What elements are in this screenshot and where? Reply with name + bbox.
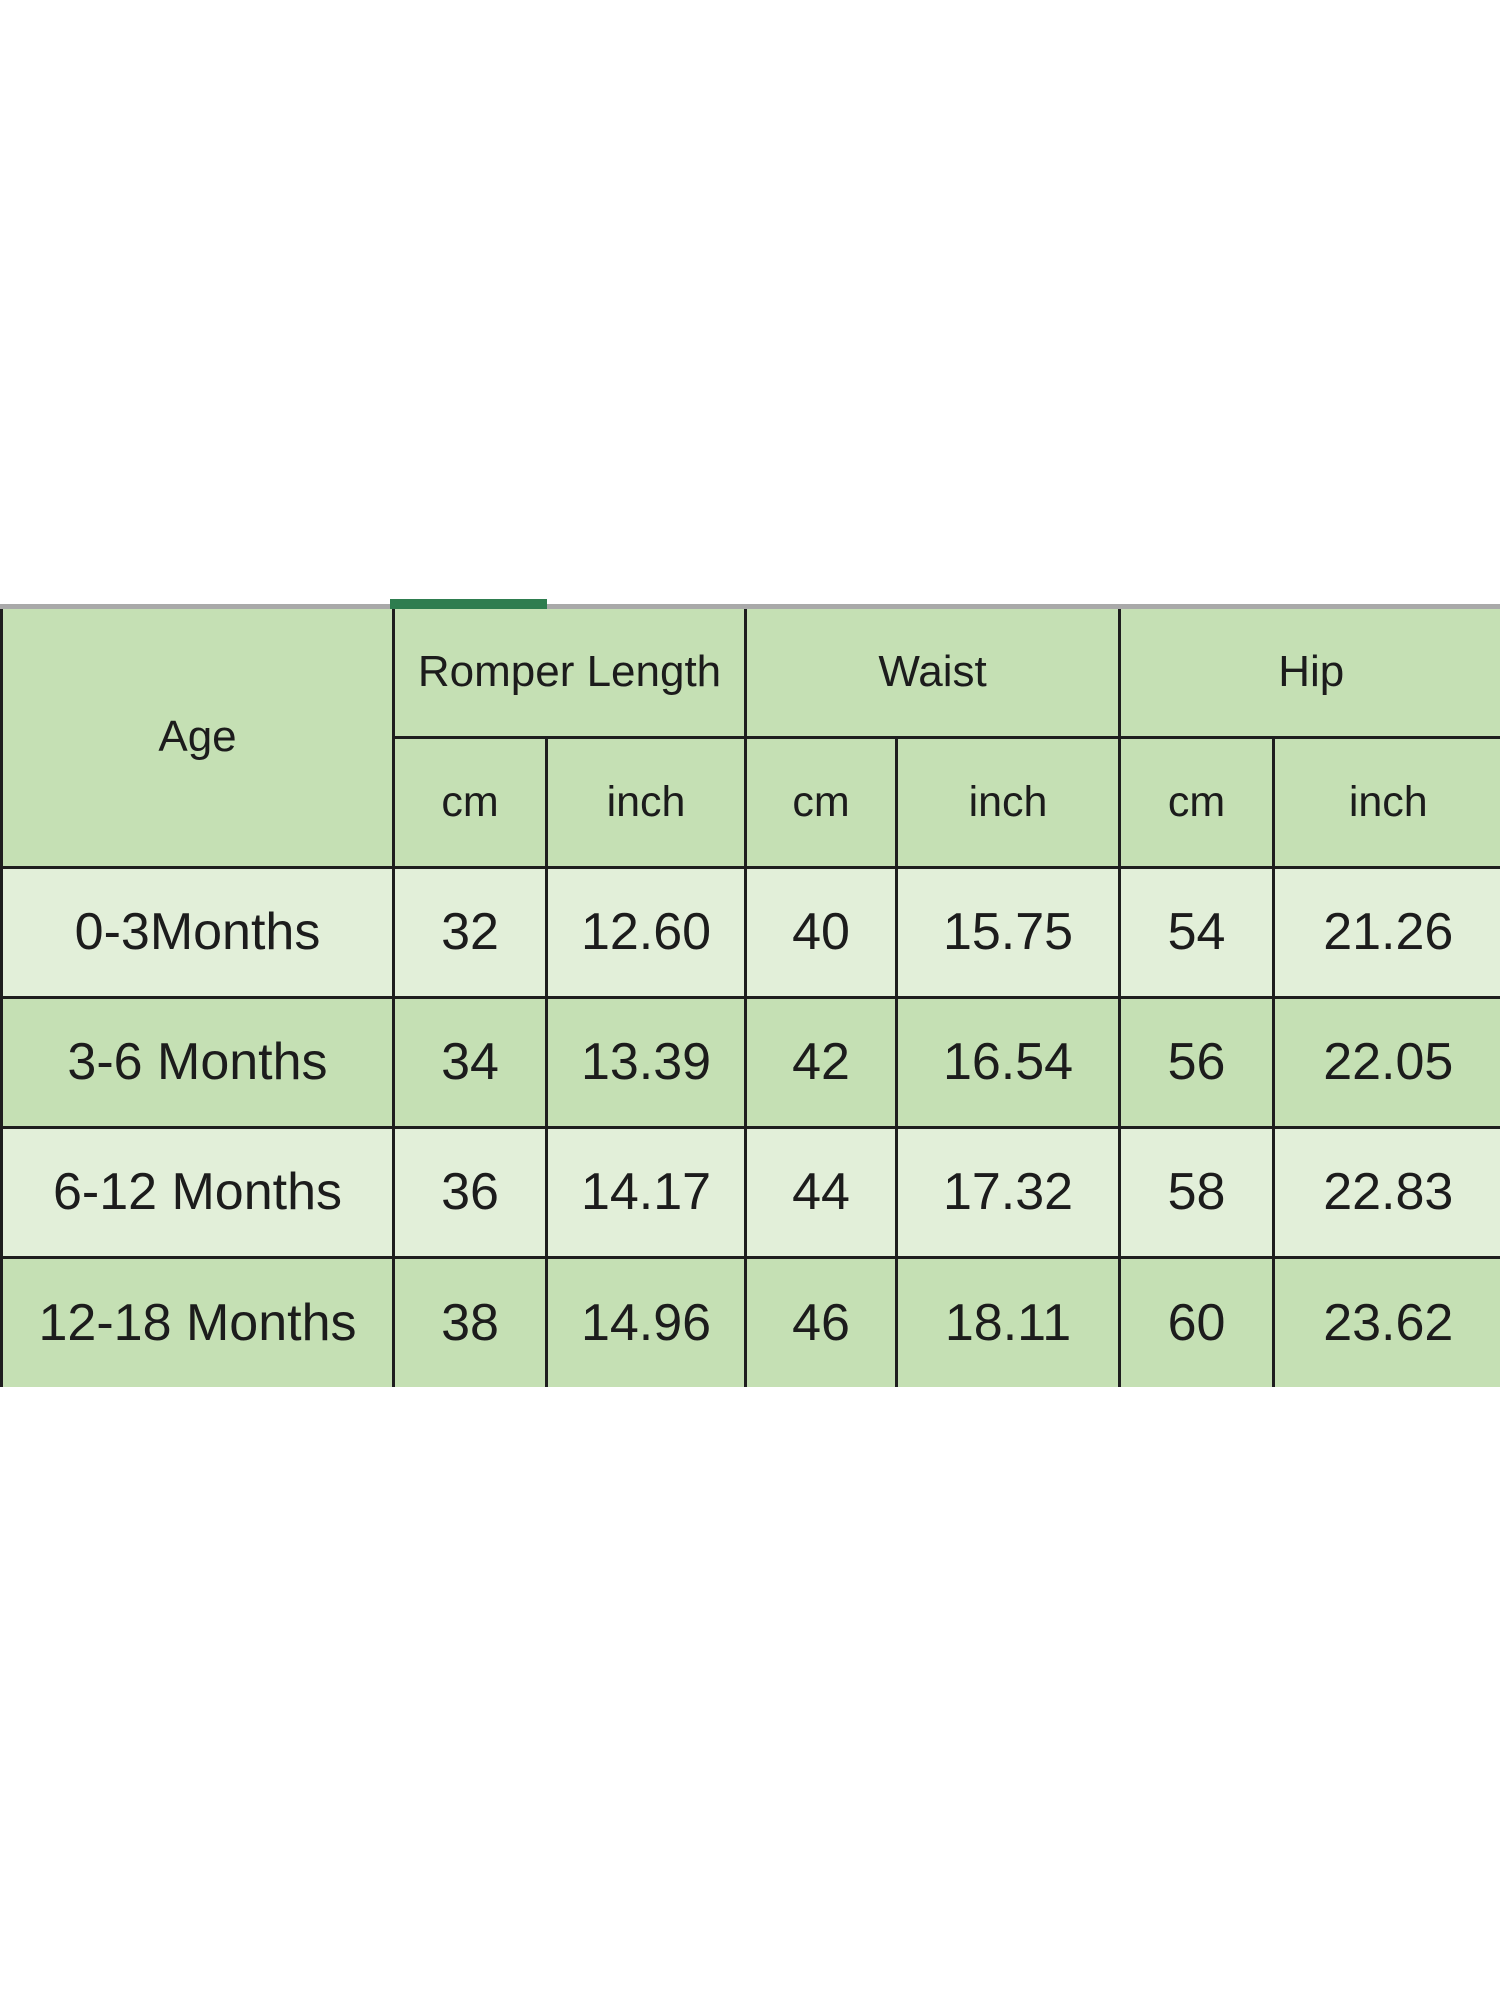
header-cell-age: Age xyxy=(0,609,395,869)
romper-length-inch-cell: 13.39 xyxy=(544,995,748,1129)
table-row-3-6-months: 3-6 Months 34 13.39 42 16.54 56 22.05 xyxy=(0,995,1500,1129)
romper-length-inch-cell: 12.60 xyxy=(544,865,748,999)
hip-inch-cell: 22.05 xyxy=(1272,995,1500,1129)
table-row-6-12-months: 6-12 Months 36 14.17 44 17.32 58 22.83 xyxy=(0,1125,1500,1259)
waist-cm-cell: 46 xyxy=(744,1255,899,1387)
table-row-0-3-months: 0-3Months 32 12.60 40 15.75 54 21.26 xyxy=(0,865,1500,999)
romper-length-cm-cell: 32 xyxy=(392,865,548,999)
table-top-gray-line xyxy=(0,604,1500,609)
header-cell-romper-length: Romper Length xyxy=(391,609,748,739)
romper-length-cm-cell: 34 xyxy=(392,995,548,1129)
table-row-12-18-months: 12-18 Months 38 14.96 46 18.11 60 23.62 xyxy=(0,1255,1500,1387)
table-top-green-accent-segment xyxy=(390,599,547,609)
hip-inch-cell: 22.83 xyxy=(1272,1125,1500,1259)
waist-inch-cell: 16.54 xyxy=(895,995,1122,1129)
hip-inch-cell: 21.26 xyxy=(1272,865,1500,999)
romper-length-inch-cell: 14.17 xyxy=(544,1125,748,1259)
unit-header-hip-inch: inch xyxy=(1272,735,1500,869)
unit-header-hip-cm: cm xyxy=(1118,735,1276,869)
header-row-groups: Age Romper Length Waist Hip xyxy=(0,609,1500,869)
hip-cm-cell: 58 xyxy=(1118,1125,1276,1259)
unit-header-romper-length-cm: cm xyxy=(392,735,548,869)
waist-inch-cell: 18.11 xyxy=(895,1255,1122,1387)
waist-inch-cell: 15.75 xyxy=(895,865,1122,999)
romper-length-inch-cell: 14.96 xyxy=(544,1255,748,1387)
waist-cm-cell: 40 xyxy=(744,865,899,999)
hip-inch-cell: 23.62 xyxy=(1272,1255,1500,1387)
header-cell-hip: Hip xyxy=(1118,609,1500,739)
hip-cm-cell: 60 xyxy=(1118,1255,1276,1387)
romper-length-cm-cell: 38 xyxy=(392,1255,548,1387)
romper-length-cm-cell: 36 xyxy=(392,1125,548,1259)
hip-cm-cell: 54 xyxy=(1118,865,1276,999)
waist-cm-cell: 42 xyxy=(744,995,899,1129)
age-cell: 6-12 Months xyxy=(0,1125,395,1259)
age-cell: 12-18 Months xyxy=(0,1255,395,1387)
unit-header-waist-inch: inch xyxy=(895,735,1122,869)
waist-inch-cell: 17.32 xyxy=(895,1125,1122,1259)
unit-header-waist-cm: cm xyxy=(744,735,899,869)
header-cell-waist: Waist xyxy=(744,609,1122,739)
header-row-units: cm inch cm inch cm inch xyxy=(2,735,1500,869)
unit-header-romper-length-inch: inch xyxy=(544,735,748,869)
age-cell: 3-6 Months xyxy=(0,995,395,1129)
waist-cm-cell: 44 xyxy=(744,1125,899,1259)
age-cell: 0-3Months xyxy=(0,865,395,999)
size-chart-table: Age Romper Length Waist Hip cm inch cm i… xyxy=(0,609,1500,1387)
hip-cm-cell: 56 xyxy=(1118,995,1276,1129)
